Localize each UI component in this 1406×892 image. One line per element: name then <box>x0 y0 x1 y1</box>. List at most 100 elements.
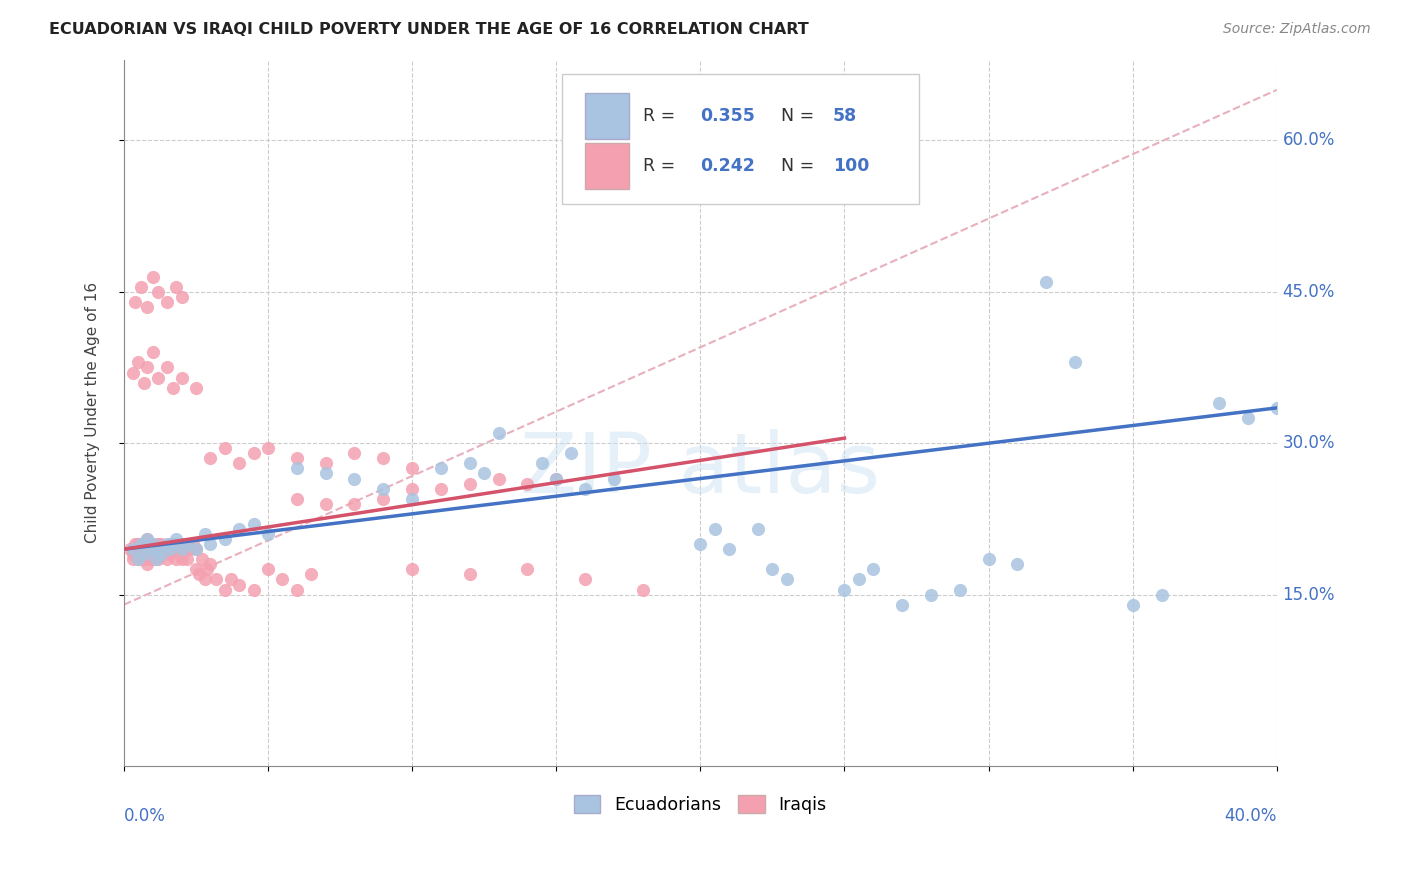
Point <box>848 573 870 587</box>
Point <box>165 552 187 566</box>
Point <box>179 542 201 557</box>
Point <box>142 542 165 557</box>
Point <box>167 542 190 557</box>
Point <box>200 451 222 466</box>
Point <box>546 471 568 485</box>
Point <box>401 461 423 475</box>
Point <box>200 537 222 551</box>
Point <box>315 456 337 470</box>
Point <box>121 547 143 561</box>
Point <box>127 355 149 369</box>
Point <box>228 522 250 536</box>
Point <box>242 516 264 531</box>
Point <box>156 537 179 551</box>
Point <box>430 461 453 475</box>
Text: N =: N = <box>782 157 814 175</box>
Point <box>156 294 179 309</box>
Legend: Ecuadorians, Iraqis: Ecuadorians, Iraqis <box>567 789 834 822</box>
Point <box>145 552 167 566</box>
Point <box>173 542 195 557</box>
Point <box>170 537 193 551</box>
Point <box>136 532 159 546</box>
Point <box>834 582 856 597</box>
Point <box>184 542 207 557</box>
Point <box>170 370 193 384</box>
Point <box>257 527 280 541</box>
Point <box>242 582 264 597</box>
Point <box>747 522 769 536</box>
Point <box>129 552 152 566</box>
Point <box>121 542 143 557</box>
Point <box>148 542 170 557</box>
Point <box>977 552 1000 566</box>
Point <box>153 542 176 557</box>
Point <box>862 562 884 576</box>
Point <box>181 537 204 551</box>
Point <box>136 558 159 572</box>
Point <box>132 542 155 557</box>
Point <box>148 285 170 299</box>
Point <box>121 366 143 380</box>
Point <box>159 537 181 551</box>
Point <box>170 542 193 557</box>
Point <box>156 360 179 375</box>
Text: R =: R = <box>643 157 681 175</box>
Point <box>150 537 173 551</box>
Point <box>139 542 162 557</box>
Point <box>184 562 207 576</box>
Point <box>142 269 165 284</box>
Point <box>1237 411 1260 425</box>
Point <box>315 467 337 481</box>
Text: 40.0%: 40.0% <box>1225 806 1277 824</box>
Point <box>1064 355 1087 369</box>
Point <box>148 552 170 566</box>
Point <box>516 476 538 491</box>
Point <box>142 552 165 566</box>
Point <box>214 582 236 597</box>
Point <box>574 482 596 496</box>
Point <box>458 476 481 491</box>
Point <box>472 467 495 481</box>
Point <box>176 552 198 566</box>
Point <box>142 345 165 359</box>
Point <box>145 547 167 561</box>
Point <box>205 573 228 587</box>
Point <box>718 542 741 557</box>
FancyBboxPatch shape <box>585 93 628 139</box>
Point <box>190 552 212 566</box>
Text: N =: N = <box>782 107 814 125</box>
Point <box>139 547 162 561</box>
Text: 0.242: 0.242 <box>700 157 755 175</box>
Point <box>129 279 152 293</box>
Point <box>343 446 366 460</box>
Point <box>129 537 152 551</box>
Point <box>574 573 596 587</box>
Text: 45.0%: 45.0% <box>1282 283 1334 301</box>
Point <box>197 562 219 576</box>
Point <box>315 497 337 511</box>
Point <box>949 582 972 597</box>
Point <box>1007 558 1029 572</box>
Point <box>257 562 280 576</box>
Point <box>121 552 143 566</box>
Point <box>285 491 308 506</box>
Point <box>373 491 395 506</box>
Point <box>299 567 322 582</box>
Point <box>132 552 155 566</box>
Point <box>124 294 146 309</box>
Point <box>170 290 193 304</box>
Point <box>891 598 914 612</box>
Text: 58: 58 <box>832 107 858 125</box>
Point <box>603 471 626 485</box>
Point <box>165 279 187 293</box>
Point <box>129 542 152 557</box>
Point <box>1150 588 1173 602</box>
Point <box>129 547 152 561</box>
Point <box>150 547 173 561</box>
Text: 0.0%: 0.0% <box>124 806 166 824</box>
Point <box>285 451 308 466</box>
Point <box>142 537 165 551</box>
Point <box>156 542 179 557</box>
Point <box>271 573 294 587</box>
Point <box>129 537 152 551</box>
